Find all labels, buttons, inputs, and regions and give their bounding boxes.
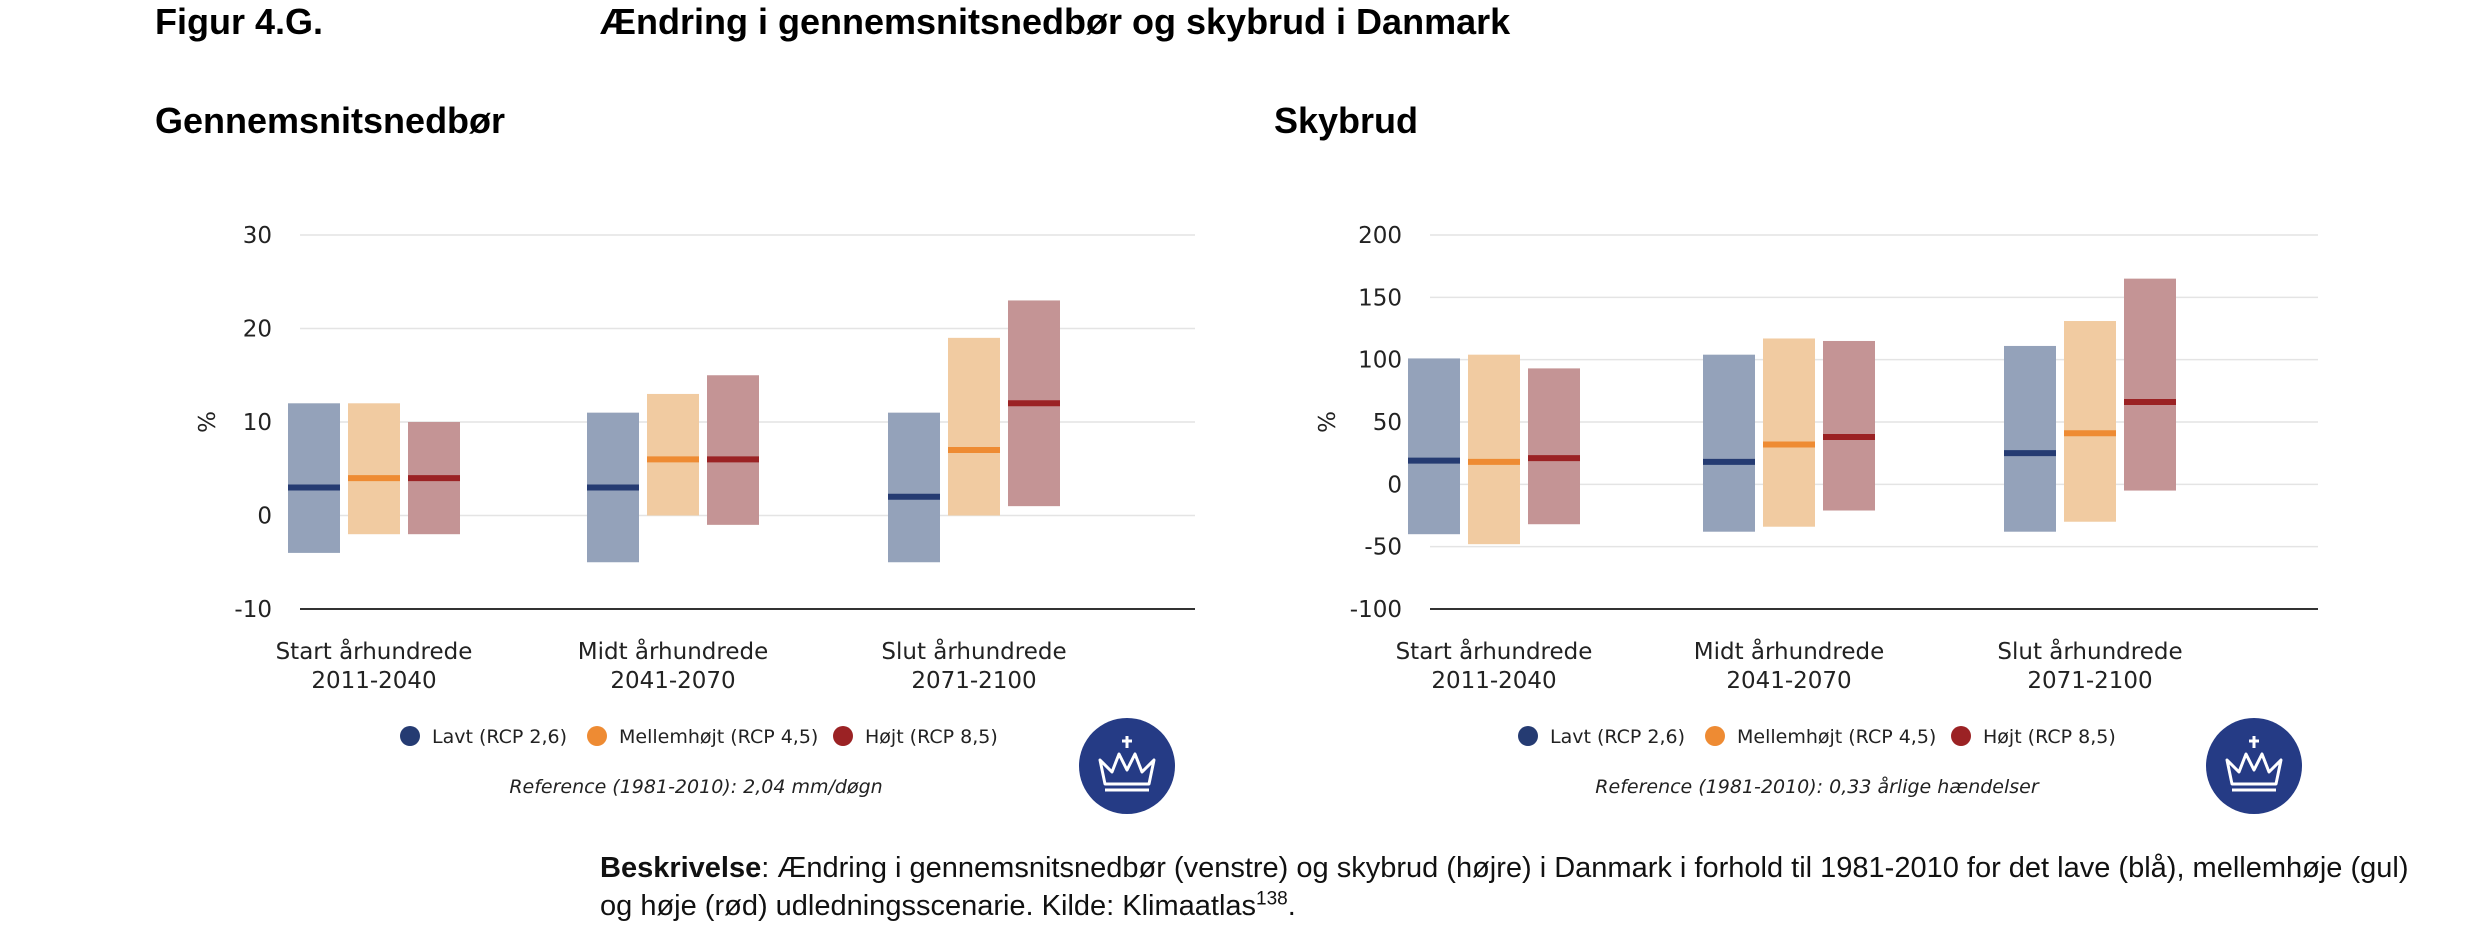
- y-tick-label: 50: [1373, 410, 1402, 436]
- figure-title: Ændring i gennemsnitsnedbør og skybrud i…: [600, 1, 1511, 42]
- legend-label: Mellemhøjt (RCP 4,5): [1737, 726, 1936, 748]
- category-label: Midt århundrede: [1694, 637, 1885, 665]
- reference-note: Reference (1981-2010): 2,04 mm/døgn: [509, 776, 882, 798]
- figure-description: Beskrivelse: Ændring i gennemsnitsnedbør…: [600, 849, 2440, 925]
- range-bar: [1763, 338, 1815, 527]
- y-tick-label: 0: [1387, 472, 1402, 498]
- y-tick-label: 150: [1358, 285, 1402, 311]
- range-bar: [1703, 354, 1755, 532]
- description-end: .: [1287, 890, 1296, 922]
- description-text: : Ændring i gennemsnitsnedbør (venstre) …: [600, 852, 2409, 922]
- cloudburst-chart: -100 -50 0 50 100 150 200% Start århundrede 2011…: [1315, 223, 2318, 814]
- category-label: Start århundrede: [1396, 637, 1593, 665]
- legend-marker: [833, 726, 853, 746]
- category-label: 2011-2040: [1431, 668, 1556, 694]
- range-bar: [288, 403, 340, 553]
- category-label: 2041-2070: [1726, 668, 1851, 694]
- y-tick-label: 10: [243, 410, 272, 436]
- range-bar: [2064, 321, 2116, 522]
- left-panel-title: Gennemsnitsnedbør: [155, 100, 506, 141]
- crown-logo-icon: [1079, 718, 1175, 814]
- right-panel-title: Skybrud: [1274, 100, 1419, 141]
- y-tick-label: 200: [1358, 223, 1402, 249]
- y-tick-label: 100: [1358, 348, 1402, 374]
- category-label: 2041-2070: [610, 668, 735, 694]
- range-bar: [647, 393, 699, 516]
- legend-marker: [400, 726, 420, 746]
- legend-label: Lavt (RCP 2,6): [432, 726, 567, 748]
- logo-circle: [1079, 718, 1175, 814]
- crown-logo-icon: [2206, 718, 2302, 814]
- category-label: Midt århundrede: [578, 637, 769, 665]
- range-bar: [1468, 354, 1520, 545]
- range-bar: [348, 403, 400, 535]
- range-bar: [888, 412, 940, 563]
- logo-circle: [2206, 718, 2302, 814]
- range-bar: [2004, 345, 2056, 532]
- range-bar: [1528, 368, 1580, 525]
- category-label: 2011-2040: [311, 668, 436, 694]
- legend-label: Højt (RCP 8,5): [865, 726, 998, 748]
- legend-marker: [1705, 726, 1725, 746]
- footnote-ref: 138: [1256, 888, 1288, 910]
- reference-note: Reference (1981-2010): 0,33 årlige hænde…: [1595, 775, 2040, 798]
- figure-label: Figur 4.G.: [155, 1, 324, 42]
- legend-marker: [587, 726, 607, 746]
- legend-label: Mellemhøjt (RCP 4,5): [619, 726, 818, 748]
- legend-marker: [1951, 726, 1971, 746]
- y-tick-label: 20: [243, 317, 272, 343]
- precipitation-chart: -10 0 10 20 30% Start århundrede 2011-2040 Midt…: [195, 223, 1195, 814]
- category-label: 2071-2100: [2027, 668, 2152, 694]
- y-axis-label: %: [1315, 411, 1341, 433]
- y-tick-label: -50: [1364, 535, 1402, 561]
- range-bar: [1823, 340, 1875, 511]
- y-axis-label: %: [195, 411, 221, 433]
- range-bar: [707, 375, 759, 525]
- range-bar: [2124, 278, 2176, 491]
- category-label: Start århundrede: [276, 637, 473, 665]
- category-label: 2071-2100: [911, 668, 1036, 694]
- legend-label: Højt (RCP 8,5): [1983, 726, 2116, 748]
- description-label: Beskrivelse: [600, 852, 762, 884]
- crown-shape: [1098, 752, 1156, 786]
- category-label: Slut århundrede: [881, 637, 1066, 665]
- crown-shape: [2225, 752, 2283, 786]
- range-bar: [1408, 358, 1460, 535]
- y-tick-label: 0: [257, 504, 272, 530]
- range-bar: [948, 337, 1000, 516]
- legend-label: Lavt (RCP 2,6): [1550, 726, 1685, 748]
- legend-marker: [1518, 726, 1538, 746]
- y-tick-label: -100: [1350, 597, 1402, 623]
- y-tick-label: 30: [243, 223, 272, 249]
- y-tick-label: -10: [234, 597, 272, 623]
- category-label: Slut århundrede: [1997, 637, 2182, 665]
